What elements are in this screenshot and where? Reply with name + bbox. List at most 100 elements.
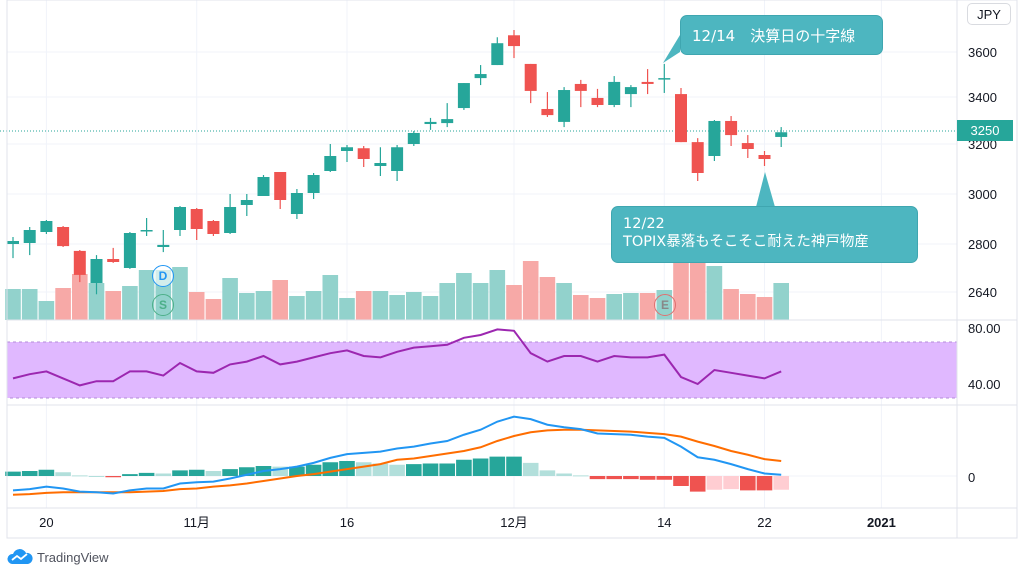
macd-histogram-bar xyxy=(756,476,773,491)
macd-histogram-bar xyxy=(5,471,21,476)
macd-histogram-bar xyxy=(72,475,88,477)
macd-histogram-bar xyxy=(322,462,339,476)
candle-body xyxy=(140,230,153,232)
volume-bar xyxy=(623,293,639,320)
macd-histogram-bar xyxy=(289,466,305,476)
volume-bar xyxy=(472,283,489,320)
candle-body xyxy=(508,35,520,47)
volume-bar xyxy=(689,261,706,320)
macd-histogram-bar xyxy=(222,469,238,476)
candle-body xyxy=(290,193,303,214)
volume-bar xyxy=(406,292,422,320)
macd-histogram-bar xyxy=(155,473,172,476)
candle-body xyxy=(324,156,337,171)
volume-bar xyxy=(21,289,38,320)
candle-body xyxy=(741,143,754,149)
volume-bar xyxy=(272,280,288,320)
macd-histogram-bar xyxy=(556,473,572,476)
time-axis[interactable]: 20 11月 16 12月 14 22 2021 xyxy=(39,515,896,530)
macd-histogram-bar xyxy=(272,466,288,476)
candle-body xyxy=(608,81,621,105)
macd-histogram-bar xyxy=(740,476,756,491)
candle-body xyxy=(775,132,788,137)
volume-bar xyxy=(205,299,222,320)
candle-body xyxy=(274,172,287,200)
split-marker[interactable]: S xyxy=(152,294,174,316)
volume-bar xyxy=(305,291,322,320)
time-tick-label: 2021 xyxy=(867,515,896,530)
candle-body xyxy=(708,120,721,156)
candle-body xyxy=(357,148,370,159)
time-tick-label: 20 xyxy=(39,515,53,530)
volume-bar xyxy=(355,291,372,320)
candle-body xyxy=(424,121,437,125)
candle-body xyxy=(474,74,487,79)
macd-histogram-bar xyxy=(88,476,105,477)
volume-bar xyxy=(188,292,205,320)
candle-body xyxy=(457,83,470,109)
macd-histogram-bar xyxy=(689,476,706,492)
volume-bar xyxy=(756,297,773,320)
volume-bar xyxy=(339,298,355,320)
candle-body xyxy=(57,227,70,247)
annotation-callout-1214[interactable]: 12/14 決算日の十字線 xyxy=(680,15,883,55)
macd-histogram-bar xyxy=(188,469,205,476)
volume-bar xyxy=(105,291,121,320)
volume-bar xyxy=(5,289,21,320)
macd-histogram-bar xyxy=(305,464,322,476)
macd-histogram-bar xyxy=(489,456,506,476)
candle-body xyxy=(123,233,136,268)
volume-bar xyxy=(255,291,272,320)
macd-pane xyxy=(5,415,789,496)
macd-histogram-bar xyxy=(706,476,723,490)
candle-body xyxy=(558,90,571,122)
volume-bar xyxy=(222,278,238,320)
volume-bar xyxy=(522,261,539,320)
volume-bar xyxy=(489,270,506,320)
macd-histogram-bar xyxy=(439,463,455,476)
macd-histogram-bar xyxy=(172,470,188,476)
candle-body xyxy=(407,132,420,144)
candle-body xyxy=(574,83,587,91)
time-tick-label: 11月 xyxy=(183,515,210,530)
candle-body xyxy=(23,230,36,243)
annotation-callout-1222[interactable]: 12/22 TOPIX暴落もそこそこ耐えた神戸物産 xyxy=(611,206,918,263)
volume-bar xyxy=(740,294,756,320)
volume-bar xyxy=(723,289,739,320)
macd-histogram-bar xyxy=(606,476,622,480)
candle-body xyxy=(107,259,120,262)
volume-bars xyxy=(5,240,789,320)
earnings-marker[interactable]: E xyxy=(654,294,676,316)
callout-pointer-top xyxy=(663,35,680,63)
rsi-tick-label: 80.00 xyxy=(968,321,1001,336)
macd-histogram-bar xyxy=(105,476,121,478)
macd-histogram-bar xyxy=(456,459,472,476)
tradingview-logo[interactable]: TradingView xyxy=(7,549,109,565)
candle-body xyxy=(725,120,738,136)
candle-body xyxy=(341,147,353,151)
macd-histogram-bar xyxy=(673,476,689,486)
macd-histogram-bar xyxy=(422,463,439,476)
logo-text: TradingView xyxy=(37,549,109,565)
macd-histogram-bar xyxy=(723,476,739,490)
volume-bar xyxy=(172,267,188,320)
volume-bar xyxy=(38,301,55,320)
candle-body xyxy=(374,163,387,166)
dividend-marker[interactable]: D xyxy=(152,265,174,287)
rsi-band xyxy=(6,341,958,399)
candle-body xyxy=(174,207,186,230)
macd-histogram-bar xyxy=(656,476,673,480)
candle-body xyxy=(40,221,53,232)
currency-button[interactable]: JPY xyxy=(967,3,1011,25)
candle-body xyxy=(307,175,320,193)
candle-body xyxy=(641,81,654,84)
volume-bar xyxy=(88,283,105,320)
volume-bar xyxy=(55,288,71,320)
candle-body xyxy=(73,250,86,275)
annotation-text: TOPIX暴落もそこそこ耐えた神戸物産 xyxy=(623,234,869,250)
price-tick-label: 2640 xyxy=(968,285,997,300)
volume-bar xyxy=(422,296,439,320)
time-tick-label: 16 xyxy=(340,515,354,530)
